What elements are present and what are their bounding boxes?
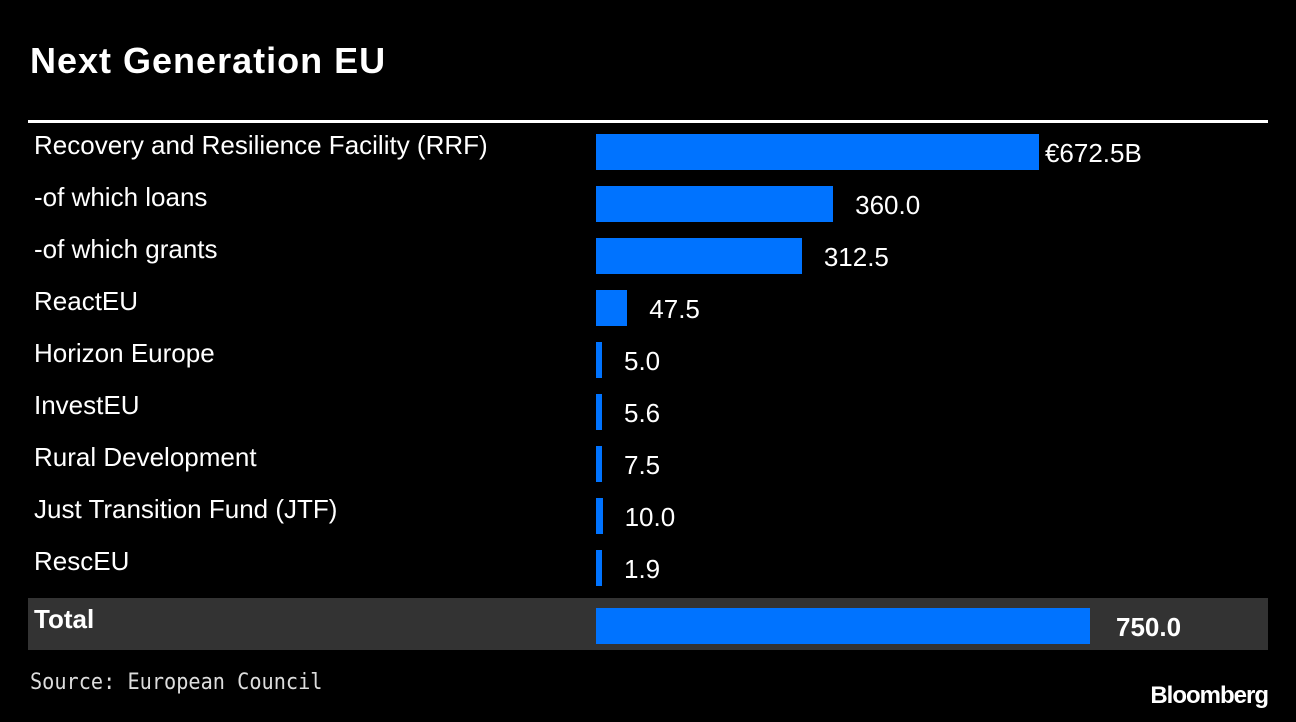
bar — [596, 186, 834, 222]
value-label: 750.0 — [1116, 612, 1182, 642]
bar — [596, 608, 1090, 644]
value-label: 10.0 — [624, 502, 676, 532]
chart-title: Next Generation EU — [30, 40, 387, 81]
value-label: 312.5 — [823, 242, 889, 272]
bloomberg-logo: Bloomberg — [1150, 682, 1269, 709]
category-label: Total — [34, 604, 95, 634]
source-note: Source: European Council — [30, 670, 323, 695]
category-label: ReactEU — [34, 286, 139, 316]
category-label: -of which grants — [34, 234, 218, 264]
category-label: Recovery and Resilience Facility (RRF) — [34, 130, 488, 160]
value-label: 1.9 — [624, 554, 661, 584]
bar — [596, 550, 602, 586]
value-label: 7.5 — [624, 450, 661, 480]
bar — [596, 290, 628, 326]
value-label: 47.5 — [649, 294, 700, 324]
category-label: Just Transition Fund (JTF) — [34, 494, 338, 524]
value-label: 5.0 — [624, 346, 661, 376]
category-label: Horizon Europe — [34, 338, 215, 368]
value-label: 5.6 — [624, 398, 661, 428]
bar — [596, 342, 602, 378]
category-label: InvestEU — [34, 390, 140, 420]
bar — [596, 498, 603, 534]
category-label: -of which loans — [34, 182, 208, 212]
bar — [596, 134, 1039, 170]
bar — [596, 394, 602, 430]
bar — [596, 446, 602, 482]
title-rule — [28, 120, 1268, 123]
bar — [596, 238, 802, 274]
category-label: RescEU — [34, 546, 130, 576]
value-label: 360.0 — [855, 190, 921, 220]
value-label: €672.5B — [1044, 138, 1142, 168]
category-label: Rural Development — [34, 442, 257, 472]
